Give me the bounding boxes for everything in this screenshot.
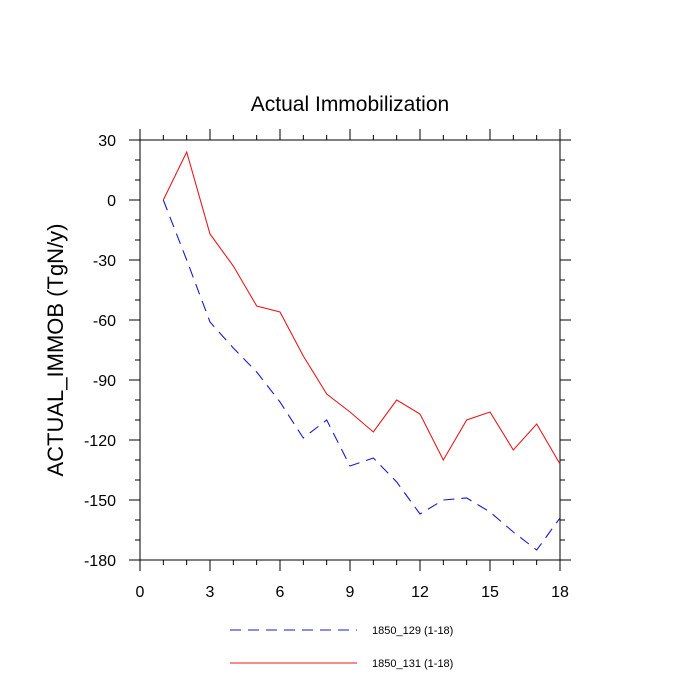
y-tick-label: -30	[93, 253, 116, 270]
y-axis-label: ACTUAL_IMMOB (TgN/y)	[43, 223, 68, 476]
y-tick-label: 0	[107, 193, 116, 210]
y-tick-label: 30	[98, 133, 116, 150]
chart-title: Actual Immobilization	[251, 93, 449, 116]
minor-ticks	[135, 135, 565, 565]
major-ticks	[129, 129, 571, 571]
y-tick-label: -150	[84, 493, 116, 510]
y-tick-label: -120	[84, 433, 116, 450]
legend: 1850_129 (1-18) 1850_131 (1-18)	[230, 625, 453, 670]
x-tick-label: 12	[411, 584, 429, 601]
series-line-1	[162, 199, 561, 551]
legend-label-2: 1850_131 (1-18)	[372, 658, 453, 670]
series-line-2	[162, 150, 561, 465]
x-tick-label: 9	[346, 584, 355, 601]
plot-border	[139, 139, 561, 561]
x-tick-label: 3	[206, 584, 215, 601]
x-tick-label: 0	[136, 584, 145, 601]
y-tick-label: -60	[93, 313, 116, 330]
plot-frame	[139, 139, 561, 561]
y-tick-label: -90	[93, 373, 116, 390]
x-tick-label: 15	[481, 584, 499, 601]
y-tick-label: -180	[84, 553, 116, 570]
x-tick-label: 18	[551, 584, 569, 601]
legend-label-1: 1850_129 (1-18)	[372, 625, 453, 637]
series-lines	[162, 150, 561, 551]
y-tick-labels: 30 0 -30 -60 -90 -120 -150 -180	[84, 133, 116, 570]
x-tick-label: 6	[276, 584, 285, 601]
x-tick-labels: 0 3 6 9 12 15 18	[136, 584, 569, 601]
